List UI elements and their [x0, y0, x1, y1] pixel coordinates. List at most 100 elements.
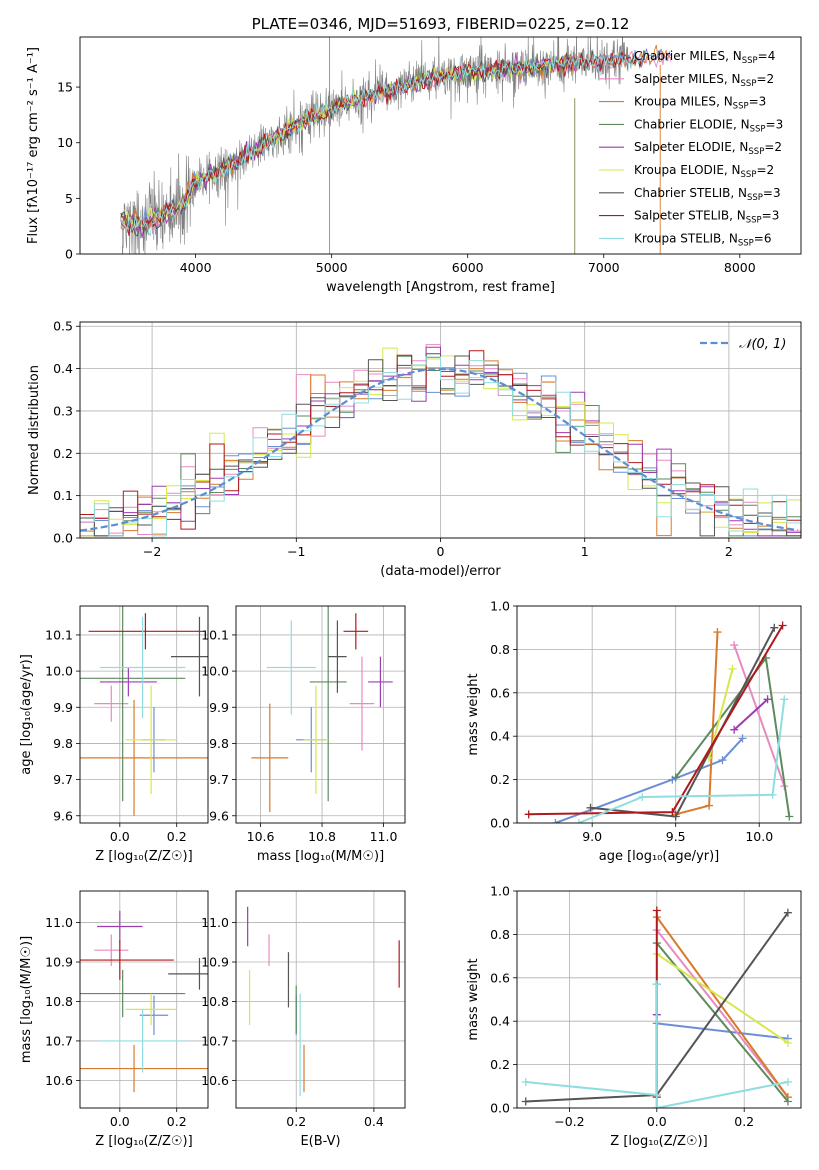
legend-n-value: 6 — [764, 231, 772, 245]
y-tick-label: 0.0 — [490, 1101, 510, 1116]
legend-n-eq: = — [766, 117, 776, 131]
residual-histogram — [80, 355, 801, 537]
mw_vs_Z-panel: −0.2 0.0 0.2 0.0 0.2 0.4 0.6 0.8 1.0 Z [log₁₀(Z/Z… — [466, 884, 802, 1149]
y-tick-label: 10.6 — [201, 1073, 229, 1088]
mass_vs_Z-grid — [80, 891, 208, 1108]
mass-weight-marker — [783, 1038, 792, 1047]
mass-weight-line — [656, 929, 789, 1098]
x-axis-label: age [log₁₀(age/yr)] — [599, 849, 720, 864]
mass-weight-marker — [652, 906, 661, 915]
mass-weight-marker — [652, 980, 661, 989]
y-tick-label: 0.1 — [53, 488, 73, 503]
mass-weight-marker — [728, 664, 737, 673]
legend-series-name: Salpeter MILES — [634, 72, 724, 86]
y-tick-label: 10.0 — [45, 664, 73, 679]
legend-n-subscript: SSP — [747, 193, 763, 203]
mass-weight-marker — [783, 1097, 792, 1106]
errorbar-point — [171, 616, 208, 697]
age_vs_Z-frame — [79, 605, 209, 824]
legend-n-value: 3 — [773, 186, 781, 200]
legend-n-label: , N — [725, 49, 742, 63]
y-tick-label: 0.5 — [53, 319, 73, 334]
mass-weight-marker — [521, 1077, 530, 1086]
y-tick-label: 9.8 — [53, 736, 73, 751]
legend-entry: Kroupa MILES, NSSP=3 — [634, 95, 766, 112]
residuals-plot-area — [80, 344, 801, 537]
mass_vs_EBV-frame — [235, 890, 406, 1109]
mass-weight-marker — [671, 773, 680, 782]
y-tick-label: 10.1 — [201, 627, 229, 642]
y-tick-label: 10.7 — [45, 1033, 73, 1048]
mass-weight-line — [578, 699, 786, 823]
x-tick-label: −2 — [143, 544, 161, 559]
mass-weight-marker — [652, 1104, 661, 1108]
x-tick-label: 6000 — [452, 260, 484, 275]
mass-weight-line — [656, 953, 789, 1044]
y-tick-label: 0.2 — [490, 772, 510, 787]
mw_vs_age-panel: 9.0 9.5 10.0 0.0 0.2 0.4 0.6 0.8 1.0 age [log₁₀(a… — [466, 599, 802, 864]
age_vs_mass-panel: 10.6 10.8 11.0 9.6 9.7 9.8 9.9 10.0 10.1 mass [lo… — [201, 605, 406, 864]
y-axis-label: age [log₁₀(age/yr)] — [19, 654, 34, 775]
mw_vs_age-plot-area — [524, 621, 794, 823]
mass-weight-marker — [770, 623, 779, 632]
mass-weight-marker — [671, 812, 680, 821]
y-tick-label: 5 — [65, 191, 73, 206]
x-axis-label: wavelength [Angstrom, rest frame] — [326, 280, 555, 295]
x-tick-label: −0.2 — [554, 1114, 584, 1129]
errorbar-point — [328, 620, 347, 693]
x-tick-label: 1 — [581, 544, 589, 559]
errorbar-point — [80, 700, 208, 816]
y-tick-label: 0.0 — [490, 816, 510, 831]
mass-weight-marker — [780, 695, 789, 704]
legend-n-label: , N — [730, 186, 747, 200]
legend-entry: Chabrier ELODIE, NSSP=3 — [634, 117, 783, 134]
mass-weight-marker — [718, 756, 727, 765]
x-tick-label: 0.2 — [734, 1114, 754, 1129]
y-tick-label: 0.4 — [53, 361, 73, 376]
y-tick-label: 9.8 — [209, 736, 229, 751]
mass-weight-marker — [785, 812, 794, 821]
legend-n-eq: = — [749, 95, 759, 109]
y-axis-label: Flux [fλ10⁻¹⁷ erg cm⁻² s⁻¹ A⁻¹] — [26, 47, 41, 244]
y-tick-label: 9.7 — [209, 772, 229, 787]
errorbar-point — [349, 656, 375, 751]
errorbar-point — [99, 616, 186, 719]
errorbar-point — [80, 969, 186, 1018]
y-tick-label: 0.8 — [490, 642, 510, 657]
x-tick-label: −1 — [287, 544, 305, 559]
y-tick-label: 10.7 — [201, 1033, 229, 1048]
x-tick-label: 0 — [437, 544, 445, 559]
y-tick-label: 15 — [57, 80, 73, 95]
errorbar-point — [266, 620, 316, 715]
mass-weight-marker — [638, 792, 647, 801]
legend-entry: Chabrier MILES, NSSP=4 — [634, 49, 775, 66]
legend-n-subscript: SSP — [750, 124, 766, 134]
age_vs_Z-grid — [80, 606, 208, 823]
y-tick-label: 10.9 — [201, 955, 229, 970]
x-axis-label: Z [log₁₀(Z/Z☉)] — [95, 1134, 192, 1149]
x-tick-label: 8000 — [724, 260, 756, 275]
y-tick-label: 10.1 — [45, 627, 73, 642]
errorbar-point — [125, 993, 177, 1026]
legend-n-subscript: SSP — [741, 79, 757, 89]
x-tick-label: 0.0 — [647, 1114, 667, 1129]
mass-weight-marker — [705, 801, 714, 810]
errorbar-point — [168, 958, 208, 990]
legend-series-name: Kroupa STELIB — [634, 231, 721, 245]
legend-n-eq: = — [762, 209, 772, 223]
y-tick-label: 0.3 — [53, 403, 73, 418]
y-tick-label: 0.2 — [53, 446, 73, 461]
y-tick-label: 9.6 — [53, 808, 73, 823]
legend-entry: Kroupa STELIB, NSSP=6 — [634, 231, 772, 248]
legend-n-subscript: SSP — [733, 102, 749, 112]
x-axis-label: Z [log₁₀(Z/Z☉)] — [610, 1134, 707, 1149]
mw_vs_age-frame — [516, 605, 802, 824]
y-tick-label: 0.4 — [490, 1014, 510, 1029]
legend-series-name: Salpeter ELODIE — [634, 140, 732, 154]
legend-n-subscript: SSP — [742, 56, 758, 66]
y-tick-label: 10.9 — [45, 955, 73, 970]
legend-series-name: Chabrier ELODIE — [634, 117, 733, 131]
x-tick-label: 5000 — [316, 260, 348, 275]
